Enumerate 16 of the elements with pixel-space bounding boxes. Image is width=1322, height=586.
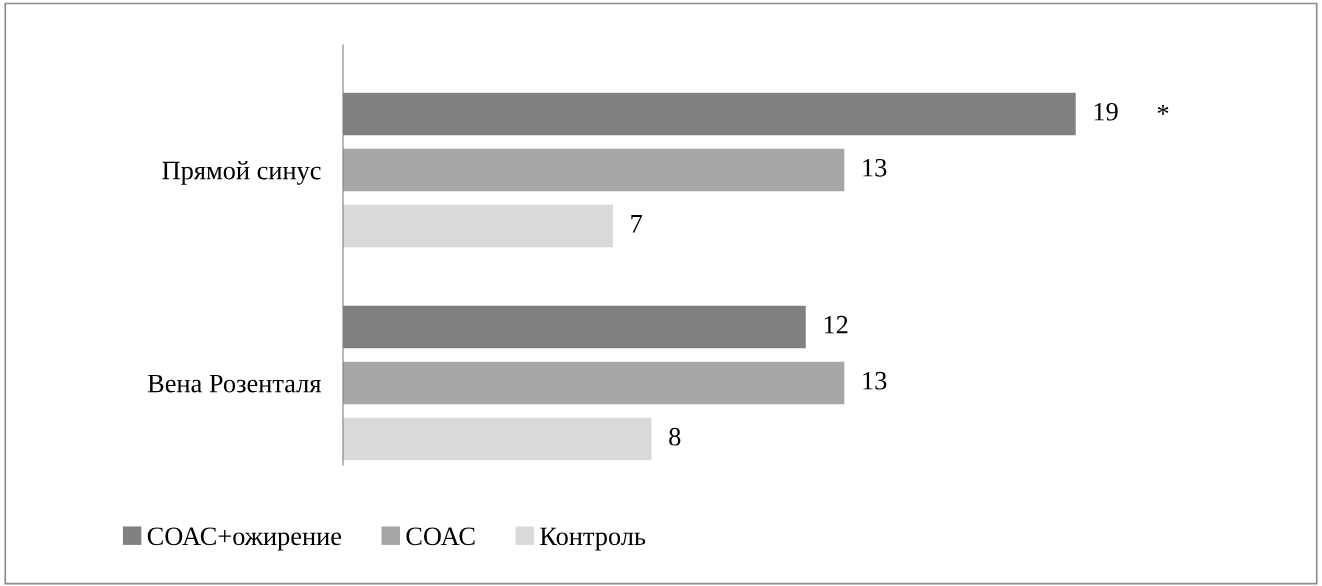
legend-label: Контроль (540, 527, 646, 551)
data-label: 8 (669, 427, 681, 446)
y-tick-label: Вена Розенталя (147, 374, 321, 393)
legend-label: СОАС+ожирение (147, 527, 342, 551)
bar (343, 361, 845, 405)
data-label: 13 (863, 371, 887, 390)
y-tick-label: Прямой синус (162, 161, 321, 185)
data-label: 13 (863, 158, 887, 177)
bar (343, 148, 845, 192)
bar (343, 417, 652, 461)
data-label: 19 (1094, 102, 1118, 121)
legend-label: СОАС (406, 527, 475, 546)
bar (343, 204, 613, 248)
data-label: 12 (824, 315, 848, 334)
data-label: 7 (631, 215, 643, 233)
text: * (1157, 105, 1169, 115)
